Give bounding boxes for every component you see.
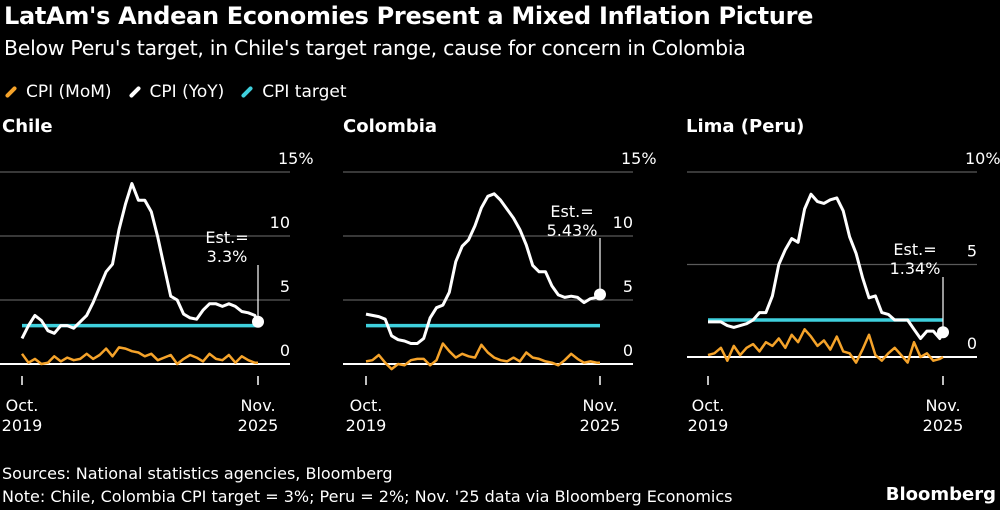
y-tick-label: 5 <box>280 277 290 296</box>
sources-note: Sources: National statistics agencies, B… <box>2 464 393 483</box>
estimate-point <box>594 288 606 301</box>
chart-subtitle: Below Peru's target, in Chile's target r… <box>4 36 746 60</box>
legend-label: CPI (MoM) <box>26 82 112 102</box>
y-tick-label: 10 <box>270 213 290 232</box>
y-tick-label: 5 <box>967 242 977 261</box>
annotation-value: 5.43% <box>547 221 598 240</box>
y-tick-label: 0 <box>623 341 633 360</box>
annotation-value: 3.3% <box>207 247 248 266</box>
cpi-yoy-line <box>708 192 945 340</box>
cpi-mom-line <box>365 342 600 371</box>
y-tick-label: 10 <box>613 213 633 232</box>
y-tick-label: 15% <box>278 149 314 168</box>
chart-title: LatAm's Andean Economies Present a Mixed… <box>4 2 814 30</box>
panel-title-chile: Chile <box>2 116 53 137</box>
estimate-point <box>252 315 264 328</box>
cpi-mom-line <box>707 328 944 364</box>
cpi-mom-line <box>20 346 258 366</box>
legend-label: CPI target <box>262 82 347 102</box>
annotation-label: Est.= <box>205 228 248 247</box>
y-tick-label: 0 <box>280 341 290 360</box>
x-tick-label: 2025 <box>923 416 964 435</box>
x-tick-label: Oct. <box>692 396 725 415</box>
x-tick-label: 2019 <box>688 416 729 435</box>
legend-item-mom: CPI (MoM) <box>4 82 112 102</box>
y-tick-label: 15% <box>621 149 657 168</box>
bloomberg-logo: Bloomberg <box>885 484 996 505</box>
estimate-point <box>937 326 949 339</box>
annotation-label: Est.= <box>893 240 936 259</box>
x-tick-label: 2025 <box>238 416 279 435</box>
cpi-yoy-line <box>365 192 602 345</box>
x-tick-label: Oct. <box>6 396 39 415</box>
x-tick-label: 2019 <box>2 416 43 435</box>
x-tick-label: Nov. <box>925 396 960 415</box>
legend-item-target: CPI target <box>240 82 347 102</box>
x-tick-label: Nov. <box>240 396 275 415</box>
y-tick-label: 5 <box>623 277 633 296</box>
cpi-yoy-line <box>20 182 260 340</box>
x-tick-label: Oct. <box>350 396 383 415</box>
x-tick-label: Nov. <box>582 396 617 415</box>
panel-title-peru: Lima (Peru) <box>686 116 805 137</box>
legend-item-yoy: CPI (YoY) <box>128 82 225 102</box>
annotation-label: Est.= <box>550 202 593 221</box>
y-tick-label: 10% <box>965 149 1000 168</box>
legend-label: CPI (YoY) <box>149 82 225 102</box>
legend: CPI (MoM) CPI (YoY) CPI target <box>4 82 347 102</box>
footnote: Note: Chile, Colombia CPI target = 3%; P… <box>2 487 733 506</box>
annotation-value: 1.34% <box>890 259 941 278</box>
y-tick-label: 0 <box>967 334 977 353</box>
x-tick-label: 2019 <box>346 416 387 435</box>
x-tick-label: 2025 <box>580 416 621 435</box>
panel-title-colombia: Colombia <box>343 116 438 137</box>
